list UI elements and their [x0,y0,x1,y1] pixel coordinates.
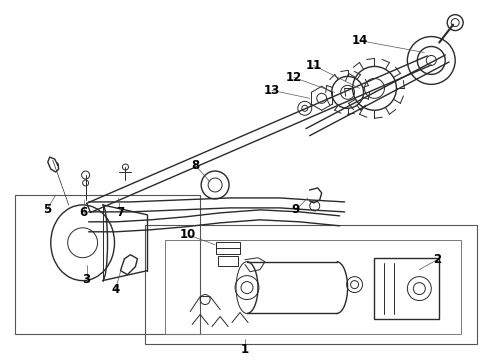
Bar [216,242,240,254]
Text: 13: 13 [264,84,280,97]
Text: 4: 4 [111,283,120,296]
Bar [374,258,439,319]
Text: 12: 12 [286,71,302,84]
Text: 10: 10 [180,228,196,241]
Text: 11: 11 [306,59,322,72]
Text: 7: 7 [117,206,124,219]
Text: 14: 14 [351,34,368,47]
Text: 6: 6 [79,206,88,219]
Text: 5: 5 [43,203,51,216]
Text: 3: 3 [82,273,91,286]
Text: 9: 9 [292,203,300,216]
Text: 2: 2 [433,253,441,266]
Text: 1: 1 [241,343,249,356]
Bar [218,256,238,266]
Text: 8: 8 [191,158,199,172]
